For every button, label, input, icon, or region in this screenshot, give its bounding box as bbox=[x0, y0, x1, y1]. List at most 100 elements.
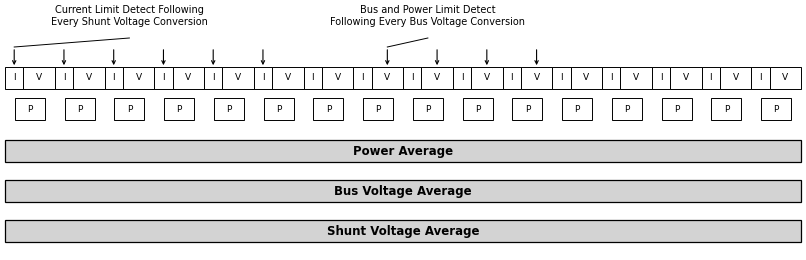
Bar bbox=[353, 67, 372, 89]
Text: V: V bbox=[85, 74, 92, 82]
Text: I: I bbox=[610, 74, 613, 82]
Text: Bus and Power Limit Detect
Following Every Bus Voltage Conversion: Bus and Power Limit Detect Following Eve… bbox=[330, 5, 526, 27]
Bar bbox=[55, 67, 73, 89]
Bar bbox=[502, 67, 521, 89]
Text: P: P bbox=[326, 105, 331, 114]
Text: P: P bbox=[226, 105, 231, 114]
Text: P: P bbox=[376, 105, 380, 114]
Text: I: I bbox=[560, 74, 563, 82]
Bar bbox=[770, 67, 801, 89]
Text: V: V bbox=[683, 74, 689, 82]
Text: V: V bbox=[434, 74, 440, 82]
Bar bbox=[254, 67, 272, 89]
Text: V: V bbox=[384, 74, 390, 82]
Text: V: V bbox=[235, 74, 241, 82]
Bar bbox=[612, 98, 642, 120]
Text: I: I bbox=[63, 74, 65, 82]
Text: P: P bbox=[475, 105, 480, 114]
Bar bbox=[5, 180, 801, 202]
Bar bbox=[64, 98, 94, 120]
Text: V: V bbox=[334, 74, 341, 82]
Bar bbox=[602, 67, 621, 89]
Bar bbox=[413, 98, 442, 120]
Bar bbox=[552, 67, 571, 89]
Text: P: P bbox=[624, 105, 629, 114]
Text: Power Average: Power Average bbox=[353, 145, 453, 158]
Bar bbox=[463, 98, 492, 120]
Text: P: P bbox=[77, 105, 82, 114]
Bar bbox=[670, 67, 701, 89]
Bar bbox=[712, 98, 742, 120]
Text: I: I bbox=[659, 74, 663, 82]
Bar bbox=[513, 98, 542, 120]
Text: P: P bbox=[724, 105, 729, 114]
Bar bbox=[761, 98, 791, 120]
Text: I: I bbox=[759, 74, 762, 82]
Text: P: P bbox=[426, 105, 430, 114]
Text: P: P bbox=[177, 105, 182, 114]
Text: P: P bbox=[774, 105, 779, 114]
Text: P: P bbox=[575, 105, 580, 114]
Bar bbox=[314, 98, 343, 120]
Bar bbox=[701, 67, 720, 89]
Text: I: I bbox=[112, 74, 115, 82]
Text: V: V bbox=[36, 74, 42, 82]
Text: V: V bbox=[285, 74, 291, 82]
Bar bbox=[164, 98, 194, 120]
Text: V: V bbox=[185, 74, 191, 82]
Bar bbox=[154, 67, 172, 89]
Text: I: I bbox=[212, 74, 214, 82]
Bar bbox=[364, 98, 393, 120]
Bar bbox=[214, 98, 243, 120]
Bar bbox=[272, 67, 304, 89]
Text: V: V bbox=[135, 74, 142, 82]
Bar bbox=[662, 98, 692, 120]
Text: I: I bbox=[311, 74, 314, 82]
Bar bbox=[73, 67, 105, 89]
Bar bbox=[621, 67, 652, 89]
Bar bbox=[172, 67, 204, 89]
Text: V: V bbox=[484, 74, 490, 82]
Bar bbox=[123, 67, 154, 89]
Text: I: I bbox=[13, 74, 15, 82]
Bar bbox=[222, 67, 254, 89]
Text: I: I bbox=[411, 74, 413, 82]
Bar bbox=[563, 98, 592, 120]
Bar bbox=[521, 67, 552, 89]
Text: V: V bbox=[633, 74, 639, 82]
Bar bbox=[5, 67, 23, 89]
Text: Current Limit Detect Following
Every Shunt Voltage Conversion: Current Limit Detect Following Every Shu… bbox=[51, 5, 208, 27]
Bar bbox=[472, 67, 502, 89]
Text: P: P bbox=[127, 105, 132, 114]
Bar bbox=[372, 67, 403, 89]
Bar bbox=[304, 67, 322, 89]
Bar bbox=[114, 98, 144, 120]
Bar bbox=[5, 220, 801, 242]
Bar bbox=[751, 67, 770, 89]
Bar bbox=[5, 140, 801, 162]
Text: P: P bbox=[276, 105, 281, 114]
Bar bbox=[264, 98, 293, 120]
Text: V: V bbox=[584, 74, 589, 82]
Text: V: V bbox=[733, 74, 738, 82]
Text: V: V bbox=[534, 74, 540, 82]
Text: P: P bbox=[27, 105, 32, 114]
Text: P: P bbox=[674, 105, 679, 114]
Text: Shunt Voltage Average: Shunt Voltage Average bbox=[326, 224, 480, 237]
Bar bbox=[204, 67, 222, 89]
Text: V: V bbox=[783, 74, 788, 82]
Bar bbox=[422, 67, 453, 89]
Bar bbox=[453, 67, 472, 89]
Text: I: I bbox=[262, 74, 264, 82]
Bar bbox=[105, 67, 123, 89]
Text: I: I bbox=[361, 74, 364, 82]
Bar bbox=[322, 67, 353, 89]
Bar bbox=[720, 67, 751, 89]
Bar bbox=[15, 98, 45, 120]
Bar bbox=[23, 67, 55, 89]
Text: P: P bbox=[525, 105, 530, 114]
Bar bbox=[571, 67, 602, 89]
Text: I: I bbox=[510, 74, 513, 82]
Bar bbox=[403, 67, 422, 89]
Text: I: I bbox=[461, 74, 463, 82]
